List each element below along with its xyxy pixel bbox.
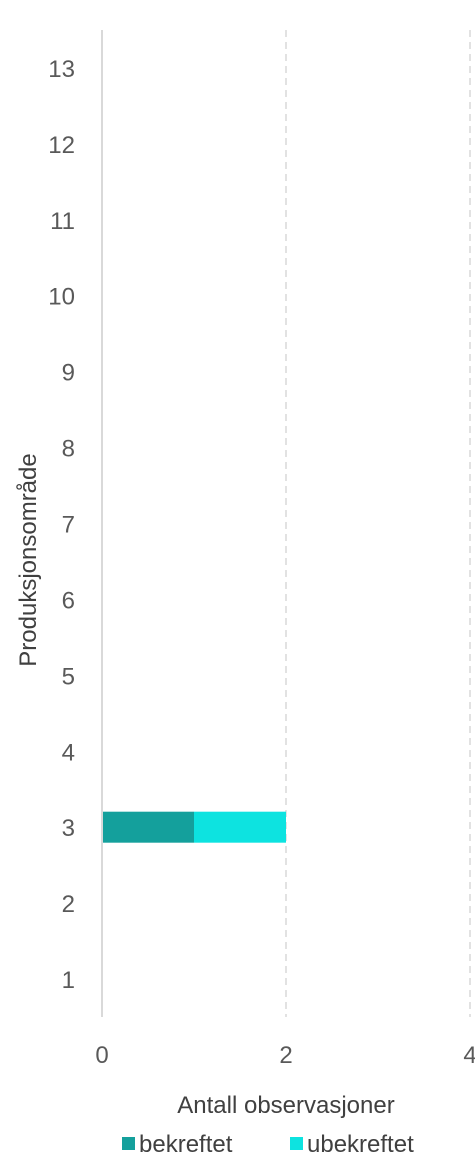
legend-label-ubekreftet: ubekreftet [307, 1131, 414, 1158]
y-tick-label-8: 8 [62, 436, 75, 463]
legend-swatch-ubekreftet [290, 1137, 303, 1150]
bar-ubekreftet-area-3 [194, 811, 286, 843]
y-axis-title: Produksjonsområde [15, 453, 42, 666]
x-tick-label-2: 2 [279, 1042, 292, 1069]
gridlines [285, 30, 471, 1017]
y-tick-label-7: 7 [62, 512, 75, 539]
bars [102, 811, 286, 843]
legend-label-bekreftet: bekreftet [139, 1131, 233, 1158]
bar-bekreftet-area-3 [102, 811, 194, 843]
x-axis-title: Antall observasjoner [177, 1092, 394, 1119]
x-tick-label-0: 0 [95, 1042, 108, 1069]
y-tick-label-10: 10 [48, 284, 75, 311]
x-tick-labels: 0 2 4 [95, 1042, 475, 1069]
x-tick-label-4: 4 [463, 1042, 475, 1069]
y-tick-label-12: 12 [48, 132, 75, 159]
y-tick-label-9: 9 [62, 360, 75, 387]
y-tick-label-6: 6 [62, 587, 75, 614]
legend: bekreftet ubekreftet [122, 1131, 414, 1158]
y-tick-label-2: 2 [62, 891, 75, 918]
y-tick-label-1: 1 [62, 967, 75, 994]
y-tick-label-11: 11 [50, 208, 75, 235]
y-tick-label-13: 13 [48, 56, 75, 83]
legend-swatch-bekreftet [122, 1137, 135, 1150]
y-tick-label-3: 3 [62, 815, 75, 842]
y-tick-label-5: 5 [62, 663, 75, 690]
y-tick-label-4: 4 [62, 739, 75, 766]
